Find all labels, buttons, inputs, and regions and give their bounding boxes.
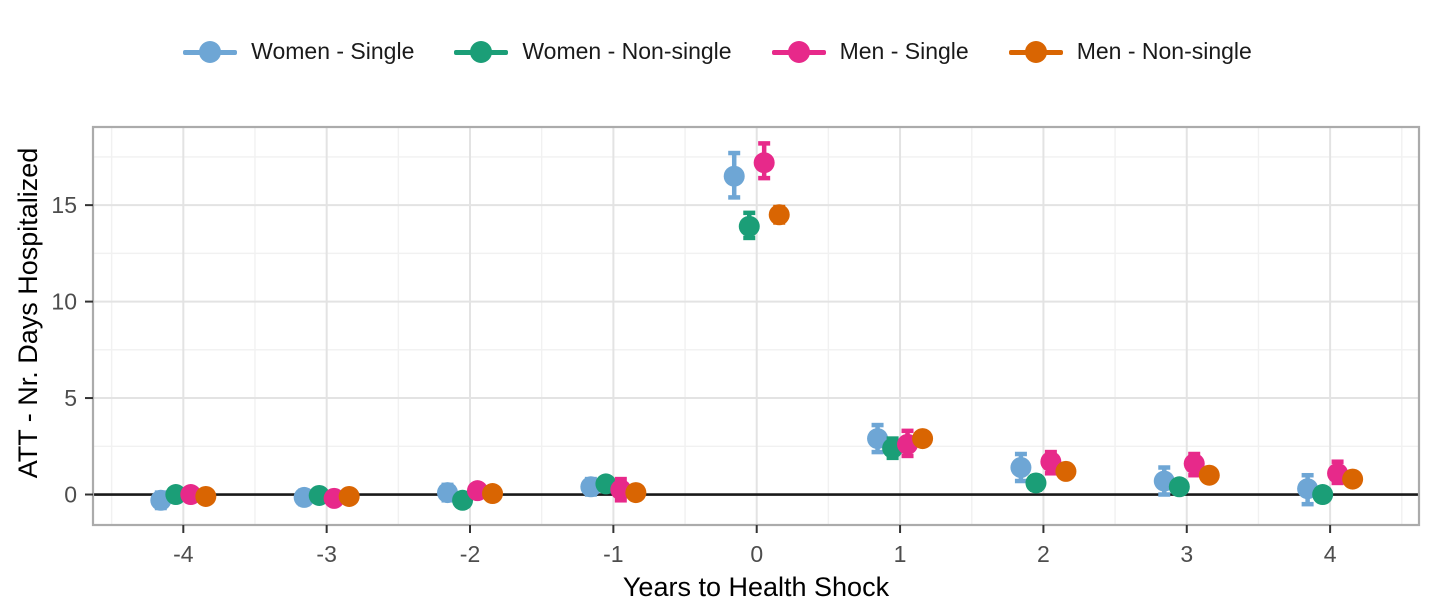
x-tick-label: 3 (1180, 541, 1193, 567)
estimate-point (625, 482, 647, 504)
pointrange-women-non-single-t-4 (165, 484, 187, 506)
estimate-point (482, 483, 504, 505)
pointrange-women-single-t2 (1010, 451, 1032, 484)
estimate-point (1183, 453, 1205, 475)
pointrange-men-non-single-t-1 (625, 482, 647, 504)
estimate-point (452, 489, 474, 511)
pointrange-men-non-single-t3 (1198, 464, 1220, 486)
pointrange-men-non-single-t-2 (482, 483, 504, 505)
estimate-point (165, 484, 187, 506)
pointrange-men-non-single-t-4 (195, 485, 217, 507)
legend-label: Women - Non-single (522, 38, 732, 64)
pointrange-women-single-t0 (723, 150, 745, 200)
x-tick-label: 4 (1324, 541, 1337, 567)
estimate-point (912, 428, 934, 450)
y-tick-label: 15 (51, 192, 77, 218)
pointrange-women-single-t1 (867, 422, 889, 455)
estimate-point (1040, 451, 1062, 473)
estimate-point (195, 485, 217, 507)
estimate-point (723, 165, 745, 187)
x-tick-label: -3 (316, 541, 336, 567)
estimate-point (338, 485, 360, 507)
x-tick-label: -2 (460, 541, 480, 567)
estimate-point (1055, 460, 1077, 482)
pointrange-women-non-single-t2 (1025, 472, 1047, 494)
pointrange-key-icon (183, 40, 238, 64)
estimate-point (738, 215, 760, 237)
y-tick-label: 10 (51, 289, 77, 315)
x-tick-label: 2 (1037, 541, 1050, 567)
legend-label: Women - Single (251, 38, 415, 64)
x-tick-label: 0 (750, 541, 763, 567)
x-tick-label: 1 (894, 541, 907, 567)
y-axis-title: ATT - Nr. Days Hospitalized (12, 147, 43, 479)
pointrange-men-single-t-2 (466, 480, 488, 502)
pointrange-women-non-single-t0 (738, 210, 760, 241)
y-axis-title-wrap: ATT - Nr. Days Hospitalized (0, 113, 228, 513)
x-axis-title: Years to Health Shock (622, 572, 890, 602)
pointrange-women-non-single-t4 (1312, 484, 1334, 506)
pointrange-men-single-t0 (753, 141, 775, 181)
pointrange-men-single-t2 (1040, 449, 1062, 476)
y-tick-label: 5 (64, 385, 77, 411)
y-tick-label: 0 (64, 482, 77, 508)
pointrange-women-non-single-t-2 (452, 489, 474, 511)
estimate-point (753, 152, 775, 174)
pointrange-men-non-single-t4 (1342, 468, 1364, 490)
estimate-point (1342, 468, 1364, 490)
estimate-point (1312, 484, 1334, 506)
pointrange-men-non-single-t1 (912, 428, 934, 450)
pointrange-key-icon (454, 40, 509, 64)
estimate-point (768, 204, 790, 226)
pointrange-key-icon (771, 40, 826, 64)
chart-legend: Women - Single Women - Non-single Men - Si… (0, 38, 1435, 65)
estimate-point (1010, 457, 1032, 479)
pointrange-women-non-single-t3 (1168, 476, 1190, 498)
legend-label: Men - Non-single (1076, 38, 1252, 64)
pointrange-men-non-single-t0 (768, 204, 790, 226)
legend-item-women-non-single: Women - Non-single (454, 38, 732, 65)
x-tick-label: -1 (603, 541, 623, 567)
estimate-point (1025, 472, 1047, 494)
pointrange-key-icon (1008, 40, 1063, 64)
pointrange-men-single-t3 (1183, 451, 1205, 478)
pointrange-men-non-single-t2 (1055, 460, 1077, 482)
estimate-point (1198, 464, 1220, 486)
estimate-point (867, 428, 889, 450)
legend-item-men-non-single: Men - Non-single (1008, 38, 1252, 65)
legend-item-women-single: Women - Single (183, 38, 414, 65)
estimate-point (1168, 476, 1190, 498)
legend-item-men-single: Men - Single (771, 38, 969, 65)
pointrange-men-non-single-t-3 (338, 485, 360, 507)
legend-label: Men - Single (839, 38, 969, 64)
x-tick-label: -4 (173, 541, 194, 567)
